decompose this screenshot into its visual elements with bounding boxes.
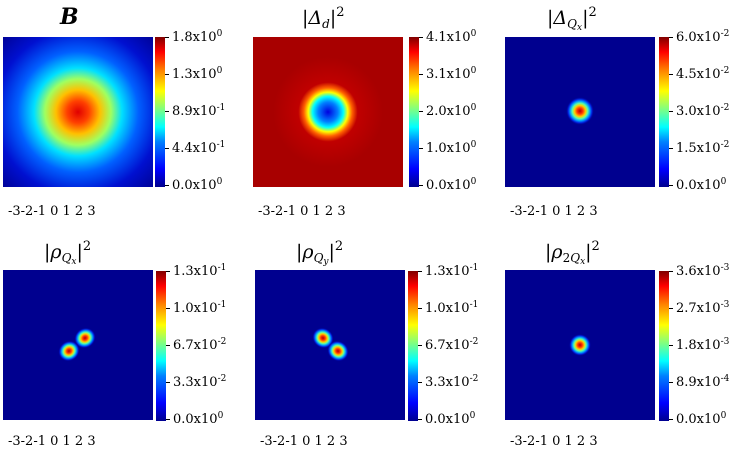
colorbar-tick-label: 0.0x100 bbox=[676, 177, 727, 193]
colorbar-tick bbox=[165, 111, 169, 112]
colorbar-tick bbox=[166, 271, 170, 272]
heatmap-rho-2qx bbox=[505, 270, 655, 420]
colorbar-tick bbox=[669, 271, 673, 272]
colorbar-tick bbox=[418, 382, 422, 383]
colorbar-tick-label: 2.7x10-3 bbox=[676, 300, 730, 316]
x-axis-ticks-rho-qy: -3-2-1 0 1 2 3 bbox=[260, 434, 348, 449]
panel-title-delta-d: |Δd|2 bbox=[302, 5, 345, 31]
panel-title-delta-qx: |ΔQx|2 bbox=[547, 5, 597, 33]
colorbar-tick bbox=[166, 382, 170, 383]
colorbar-tick-label: 1.3x10-1 bbox=[173, 263, 227, 279]
colorbar-tick bbox=[166, 419, 170, 420]
colorbar-tick bbox=[165, 37, 169, 38]
colorbar-tick-label: 3.1x100 bbox=[426, 66, 477, 82]
colorbar-tick-label: 1.0x10-1 bbox=[425, 300, 479, 316]
heatmap-rho-qy bbox=[255, 270, 405, 420]
colorbar-tick bbox=[418, 345, 422, 346]
x-axis-ticks-B: -3-2-1 0 1 2 3 bbox=[8, 204, 96, 219]
colorbar-tick-label: 0.0x100 bbox=[172, 177, 223, 193]
colorbar-delta-d bbox=[409, 37, 419, 187]
colorbar-tick bbox=[669, 308, 673, 309]
colorbar-tick bbox=[165, 148, 169, 149]
colorbar-tick bbox=[669, 37, 673, 38]
colorbar-tick bbox=[669, 74, 673, 75]
colorbar-tick-label: 8.9x10-1 bbox=[172, 103, 226, 119]
colorbar-tick-label: 4.1x100 bbox=[426, 29, 477, 45]
colorbar-tick bbox=[419, 111, 423, 112]
colorbar-tick bbox=[669, 185, 673, 186]
colorbar-tick-label: 3.3x10-2 bbox=[425, 374, 479, 390]
panel-title-rho-qy: |ρQy|2 bbox=[296, 239, 344, 267]
heatmap-delta-d bbox=[253, 37, 403, 187]
colorbar-tick bbox=[418, 308, 422, 309]
colorbar-tick-label: 0.0x100 bbox=[173, 411, 224, 427]
colorbar-tick bbox=[669, 345, 673, 346]
heatmap-rho-qx bbox=[3, 270, 153, 420]
colorbar-tick-label: 3.6x10-3 bbox=[676, 263, 730, 279]
colorbar-tick-label: 1.8x10-3 bbox=[676, 337, 730, 353]
colorbar-tick-label: 1.8x100 bbox=[172, 29, 223, 45]
colorbar-rho-qx bbox=[156, 271, 166, 421]
colorbar-tick-label: 1.3x100 bbox=[172, 66, 223, 82]
colorbar-B bbox=[155, 37, 165, 187]
colorbar-tick bbox=[669, 382, 673, 383]
colorbar-tick bbox=[165, 74, 169, 75]
colorbar-tick bbox=[419, 185, 423, 186]
colorbar-tick-label: 8.9x10-4 bbox=[676, 374, 730, 390]
colorbar-delta-qx bbox=[659, 37, 669, 187]
colorbar-tick bbox=[669, 111, 673, 112]
colorbar-tick bbox=[419, 74, 423, 75]
colorbar-tick-label: 3.0x10-2 bbox=[676, 103, 730, 119]
colorbar-rho-2qx bbox=[659, 271, 669, 421]
colorbar-tick-label: 6.0x10-2 bbox=[676, 29, 730, 45]
x-axis-ticks-delta-qx: -3-2-1 0 1 2 3 bbox=[510, 204, 598, 219]
colorbar-tick-label: 1.0x100 bbox=[426, 140, 477, 156]
x-axis-ticks-delta-d: -3-2-1 0 1 2 3 bbox=[258, 204, 346, 219]
colorbar-tick-label: 1.5x10-2 bbox=[676, 140, 730, 156]
colorbar-rho-qy bbox=[408, 271, 418, 421]
colorbar-tick bbox=[165, 185, 169, 186]
colorbar-tick-label: 1.0x10-1 bbox=[173, 300, 227, 316]
heatmap-delta-qx bbox=[505, 37, 655, 187]
x-axis-ticks-rho-2qx: -3-2-1 0 1 2 3 bbox=[510, 434, 598, 449]
x-axis-ticks-rho-qx: -3-2-1 0 1 2 3 bbox=[8, 434, 96, 449]
colorbar-tick bbox=[419, 37, 423, 38]
colorbar-tick bbox=[166, 345, 170, 346]
colorbar-tick-label: 6.7x10-2 bbox=[425, 337, 479, 353]
panel-title-rho-qx: |ρQx|2 bbox=[44, 239, 92, 267]
colorbar-tick bbox=[418, 419, 422, 420]
heatmap-B bbox=[3, 37, 153, 187]
panel-title-rho-2qx: |ρ2Qx|2 bbox=[545, 239, 600, 267]
colorbar-tick bbox=[669, 419, 673, 420]
colorbar-tick-label: 3.3x10-2 bbox=[173, 374, 227, 390]
colorbar-tick-label: 0.0x100 bbox=[425, 411, 476, 427]
colorbar-tick-label: 0.0x100 bbox=[426, 177, 477, 193]
colorbar-tick-label: 4.5x10-2 bbox=[676, 66, 730, 82]
colorbar-tick-label: 4.4x10-1 bbox=[172, 140, 226, 156]
colorbar-tick bbox=[418, 271, 422, 272]
colorbar-tick bbox=[166, 308, 170, 309]
colorbar-tick-label: 2.0x100 bbox=[426, 103, 477, 119]
colorbar-tick-label: 0.0x100 bbox=[676, 411, 727, 427]
colorbar-tick bbox=[669, 148, 673, 149]
panel-title-B: B bbox=[60, 4, 79, 30]
colorbar-tick bbox=[419, 148, 423, 149]
colorbar-tick-label: 1.3x10-1 bbox=[425, 263, 479, 279]
colorbar-tick-label: 6.7x10-2 bbox=[173, 337, 227, 353]
